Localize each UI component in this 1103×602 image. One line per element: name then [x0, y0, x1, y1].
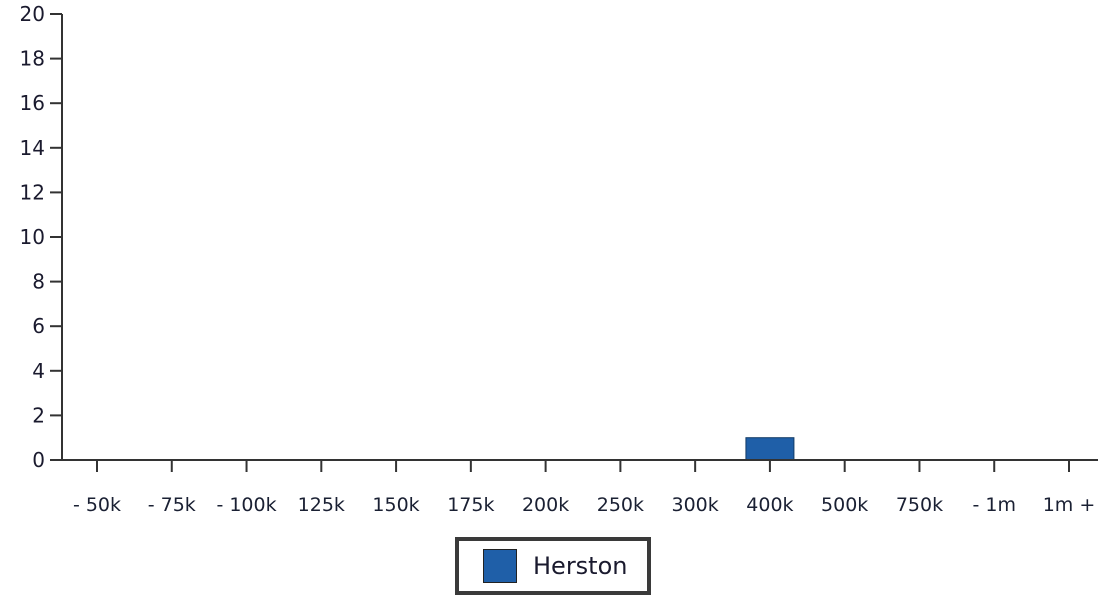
y-tick-label: 6	[32, 314, 45, 338]
x-tick-label: 150k	[372, 494, 419, 516]
legend-label-herston: Herston	[533, 552, 628, 580]
x-tick-label: - 50k	[73, 494, 121, 516]
y-tick-label: 4	[32, 359, 45, 383]
y-tick-label: 16	[20, 91, 45, 115]
x-tick-label: 125k	[298, 494, 345, 516]
y-tick-label: 20	[20, 2, 45, 26]
x-tick-label: - 1m	[972, 494, 1016, 516]
x-tick-label: 250k	[597, 494, 644, 516]
x-tick-label: 750k	[896, 494, 943, 516]
y-tick-label: 8	[32, 270, 45, 294]
y-tick-label: 0	[32, 448, 45, 472]
x-axis-ticks: - 50k - 75k - 100k 125k 150k 175k 200k 250k 300k…	[73, 460, 1095, 516]
legend-swatch-herston	[483, 549, 517, 583]
y-tick-label: 12	[20, 180, 45, 204]
y-tick-label: 18	[20, 47, 45, 71]
legend: Herston	[455, 537, 651, 595]
y-tick-label: 14	[20, 136, 45, 160]
x-tick-label: 300k	[672, 494, 719, 516]
x-tick-label: 400k	[746, 494, 793, 516]
y-axis-ticks: 0 2 4 6 8 10 12 14 16 18 20	[20, 2, 62, 472]
x-tick-label: 500k	[821, 494, 868, 516]
x-tick-label: - 75k	[148, 494, 196, 516]
x-tick-label: 1m +	[1043, 494, 1096, 516]
x-tick-label: - 100k	[216, 494, 276, 516]
y-tick-label: 10	[20, 225, 45, 249]
bars-group	[745, 437, 795, 461]
y-tick-label: 2	[32, 403, 45, 427]
x-tick-label: 200k	[522, 494, 569, 516]
x-tick-label: 175k	[447, 494, 494, 516]
bar	[745, 437, 795, 461]
